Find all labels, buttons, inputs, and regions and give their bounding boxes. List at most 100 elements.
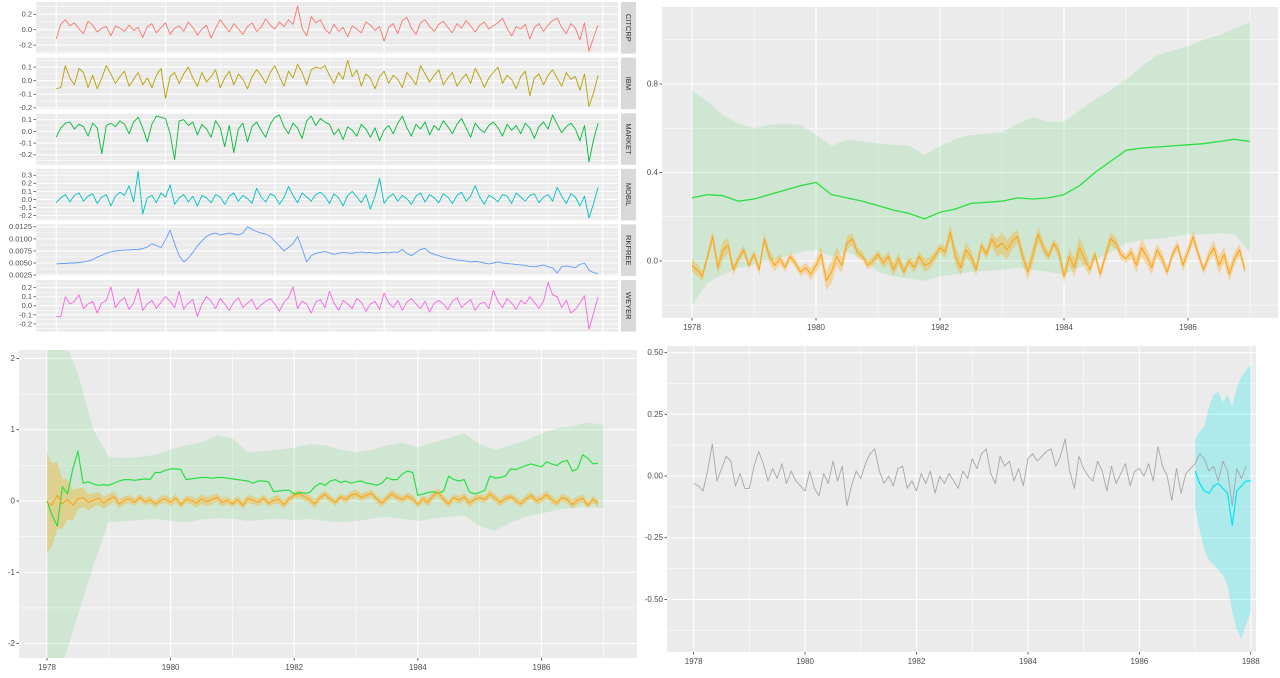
x-tick-label: 1978 [38,663,56,672]
y-tick-label: -0.50 [645,595,664,604]
axes: 0.20.10.0-0.1-0.2 [19,283,36,328]
beta-line [46,450,599,527]
alpha-line [691,231,1246,282]
x-tick-label: 1984 [1019,657,1037,666]
plot-panel [36,57,618,110]
facet-strip-label: IBM [624,77,633,90]
y-tick-label: 0.1 [22,63,32,72]
x-tick-label: 1982 [908,657,926,666]
x-tick-label: 1980 [807,323,825,332]
plot-panel [36,2,618,54]
chart-forecast-panel: 1978 1980 1982 1984 1986 1988 0.50 0.25 0.00 -0.2… [640,339,1280,678]
y-tick-label: 0.3 [22,171,32,180]
y-tick-label: -0.2 [19,211,32,220]
y-tick-label: 0.00 [647,472,663,481]
y-tick-label: 0.4 [647,168,659,177]
facet-rkfree: 0.0125 0.0100 0.0075 0.0050 0.0025 RKFREE [9,222,636,279]
gridlines [36,280,618,332]
facet-strip [621,168,636,221]
alpha-line [46,491,599,506]
forecast-ribbon [1195,365,1251,639]
facet-strip [621,224,636,276]
y-tick-label: 0.2 [22,10,32,19]
facet-market: 0.1 0.0 -0.1 -0.2 MARKET [19,113,636,165]
y-tick-label: -0.2 [19,150,32,159]
y-tick-label: 0.50 [647,348,663,357]
y-tick-label: 0.0 [22,127,32,136]
y-tick-label: -2 [8,639,16,648]
facet-strip [621,113,636,165]
facet-strip-label: CITCRP [624,14,633,42]
series-line-rkfree [56,226,599,275]
y-tick-label: 0.0 [22,301,32,310]
gridlines [667,346,1256,652]
y-tick-label: 0.0 [22,25,32,34]
plot-panel [662,7,1278,318]
y-tick-label: 0.2 [22,283,32,292]
y-tick-label: -0.1 [19,90,32,99]
x-tick-label: 1984 [409,663,427,672]
x-tick-label: 1988 [1242,657,1260,666]
x-tick-label: 1984 [1055,323,1073,332]
y-tick-label: -0.25 [645,533,664,542]
y-tick-label: 0.0100 [9,234,32,243]
y-tick-label: 0.1 [22,187,32,196]
series-line-citcrp [55,5,599,52]
facet-strip-label: MARKET [624,123,633,155]
plot-panel [36,113,618,165]
series-line-weyer [56,281,599,330]
y-tick-label: -0.1 [19,310,32,319]
facet-strip-label: RKFREE [624,235,633,265]
y-tick-label: -0.2 [19,103,32,112]
y-tick-label: 0.0075 [9,246,32,255]
series-layer [691,22,1251,306]
y-tick-label: -1 [8,568,16,577]
series-line-mobil [55,170,599,219]
series-layer [693,365,1251,639]
y-tick-label: 0.25 [647,410,663,419]
y-tick-label: 0.0 [22,76,32,85]
x-tick-label: 1986 [1130,657,1148,666]
y-tick-label: 0.0050 [9,258,32,267]
chart-rolling-estimates-lower: 1978 1980 1982 1984 1986 2 1 0 -1 -2 [0,339,640,678]
plot-panel [667,346,1256,652]
y-tick-label: 0.0125 [9,222,32,231]
gridlines [19,350,637,658]
facet-strip-label: WEYER [624,292,633,320]
y-tick-label: 0.1 [22,115,32,124]
forecast-line [1194,470,1251,526]
rolling-estimates-upper-svg: 1978 1980 1982 1984 1986 0.0 0.4 0.8 [647,7,1278,332]
y-tick-label: 0.0025 [9,270,32,279]
forecast-panel-svg: 1978 1980 1982 1984 1986 1988 0.50 0.25 0.00 -0.2… [645,346,1260,666]
y-tick-label: -0.1 [19,139,32,148]
y-tick-label: 0.8 [647,79,659,88]
series-layer [56,281,599,330]
gridlines [662,7,1278,318]
facet-strip [621,57,636,110]
facet-mobil: 0.30.20.10.0-0.1-0.2 MOBIL [19,168,636,221]
y-tick-label: 0.0 [22,195,32,204]
facet-citcrp: 0.2 0.0 -0.2 CITCRP [19,2,636,54]
gridlines [36,224,618,276]
alpha-ci-band [47,453,599,554]
beta-ci-ribbon [692,22,1250,306]
x-tick-label: 1978 [685,657,703,666]
observed-line [693,438,1247,507]
beta-ci-ribbon [47,350,604,658]
axes: 1978 1980 1982 1984 1986 1988 0.50 0.25 0.00 -0.2… [645,348,1260,666]
y-tick-label: -0.2 [19,41,32,50]
y-tick-label: -0.1 [19,203,32,212]
x-tick-label: 1982 [285,663,303,672]
monthly-returns-facets-svg: 0.20.0-0.2CITCRP0.10.0-0.1-0.2IBM0.10.0-… [9,2,636,332]
axes: 0.0125 0.0100 0.0075 0.0050 0.0025 [9,222,36,279]
facet-strip [621,280,636,332]
chart-monthly-returns-facets: 0.2 0.0 -0.2 CITCRP 0.1 0.0 -0.1 -0.2 IBM 0.1 0.0-… [0,0,640,339]
axes: 1978 1980 1982 1984 1986 0.0 0.4 0.8 [647,79,1198,332]
beta-line [691,138,1251,220]
y-tick-label: 1 [11,425,16,434]
axes: 0.1 0.0 -0.1 -0.2 [19,115,36,159]
axes: 1978 1980 1982 1984 1986 2 1 0 -1 -2 [8,354,551,672]
series-line-market [55,114,599,163]
y-tick-label: 0.0 [647,256,659,265]
